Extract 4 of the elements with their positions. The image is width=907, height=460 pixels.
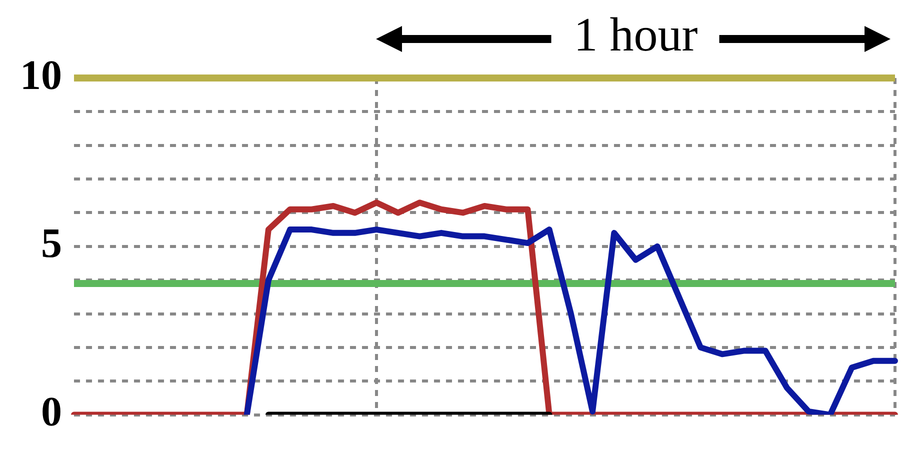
y-tick-label: 10: [20, 52, 62, 99]
y-tick-label: 5: [41, 221, 62, 268]
y-tick-label: 0: [41, 390, 62, 436]
text: 1 hour: [574, 8, 698, 62]
